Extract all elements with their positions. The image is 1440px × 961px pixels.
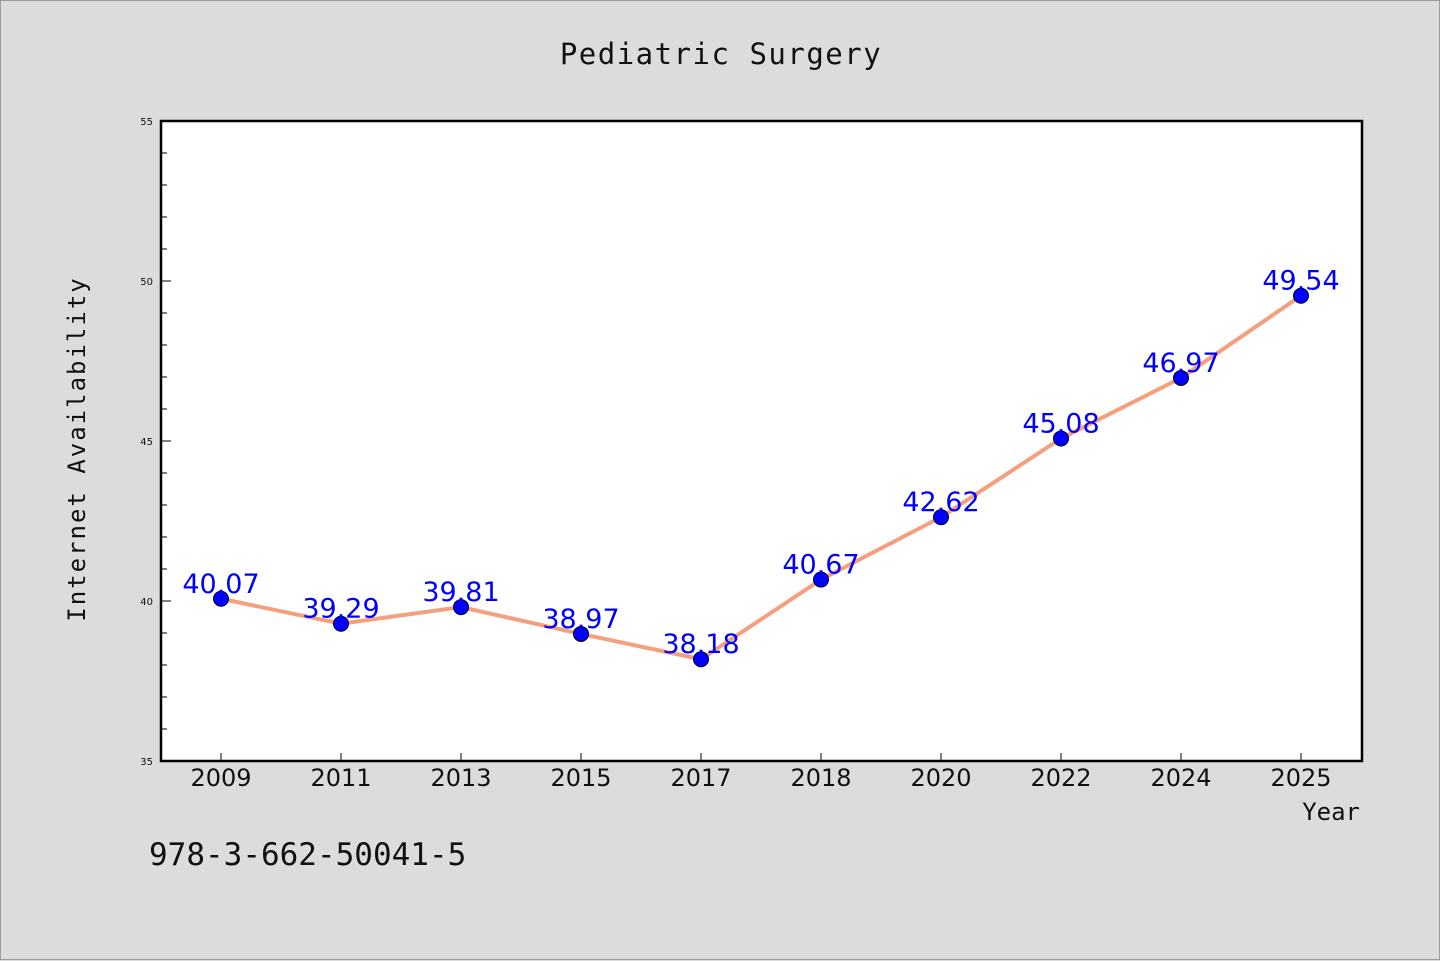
y-tick-label: 35 [140, 757, 153, 768]
data-point-marker [1053, 430, 1069, 447]
data-label: 46.97 [1142, 348, 1219, 379]
data-point-marker [693, 651, 709, 668]
series-line [219, 293, 1303, 662]
y-axis-label: Internet Availability [63, 276, 91, 621]
data-label: 39.29 [302, 594, 379, 625]
series-line-group [219, 293, 1303, 662]
data-point-marker [933, 509, 949, 526]
x-tick-label: 2018 [790, 764, 851, 792]
x-tick-label: 2025 [1270, 764, 1331, 792]
data-point-marker [213, 590, 229, 607]
data-label: 40.07 [182, 569, 259, 600]
data-label: 40.67 [782, 550, 859, 581]
y-axis: 35 40 45 50 55 [140, 117, 171, 768]
data-label: 38.18 [662, 629, 739, 660]
x-tick-label: 2009 [190, 764, 251, 792]
footnote-isbn: 978-3-662-50041-5 [149, 837, 466, 873]
data-point-marker [1173, 369, 1189, 386]
data-label: 39.81 [422, 577, 499, 608]
data-label: 42.62 [902, 487, 979, 518]
data-point-marker [573, 625, 589, 642]
x-axis: 2009 2011 2013 2015 2017 2018 2020 2022 2024 2025 [190, 753, 1332, 792]
y-tick-label: 50 [140, 277, 153, 288]
data-point-marker [453, 599, 469, 616]
x-tick-label: 2017 [670, 764, 731, 792]
x-tick-label: 2022 [1030, 764, 1091, 792]
data-point-marker [813, 571, 829, 588]
data-label-group: 40.07 39.29 39.81 38.97 38.18 40.67 42.62 45.08… [182, 266, 1339, 661]
data-point-marker [1293, 287, 1309, 304]
data-label: 49.54 [1262, 266, 1339, 297]
x-tick-label: 2011 [310, 764, 371, 792]
x-tick-label: 2020 [910, 764, 971, 792]
chart-title: Pediatric Surgery [560, 37, 882, 71]
x-tick-label: 2013 [430, 764, 491, 792]
x-axis-label: Year [1302, 798, 1360, 826]
x-tick-label: 2024 [1150, 764, 1211, 792]
x-tick-label: 2015 [550, 764, 611, 792]
y-tick-label: 55 [140, 117, 153, 128]
y-tick-label: 40 [140, 597, 153, 608]
data-point-marker [333, 615, 349, 632]
y-tick-label: 45 [140, 437, 153, 448]
data-label: 45.08 [1022, 408, 1099, 439]
marker-group [213, 287, 1309, 668]
data-label: 38.97 [542, 604, 619, 635]
plot-area [159, 119, 1364, 763]
